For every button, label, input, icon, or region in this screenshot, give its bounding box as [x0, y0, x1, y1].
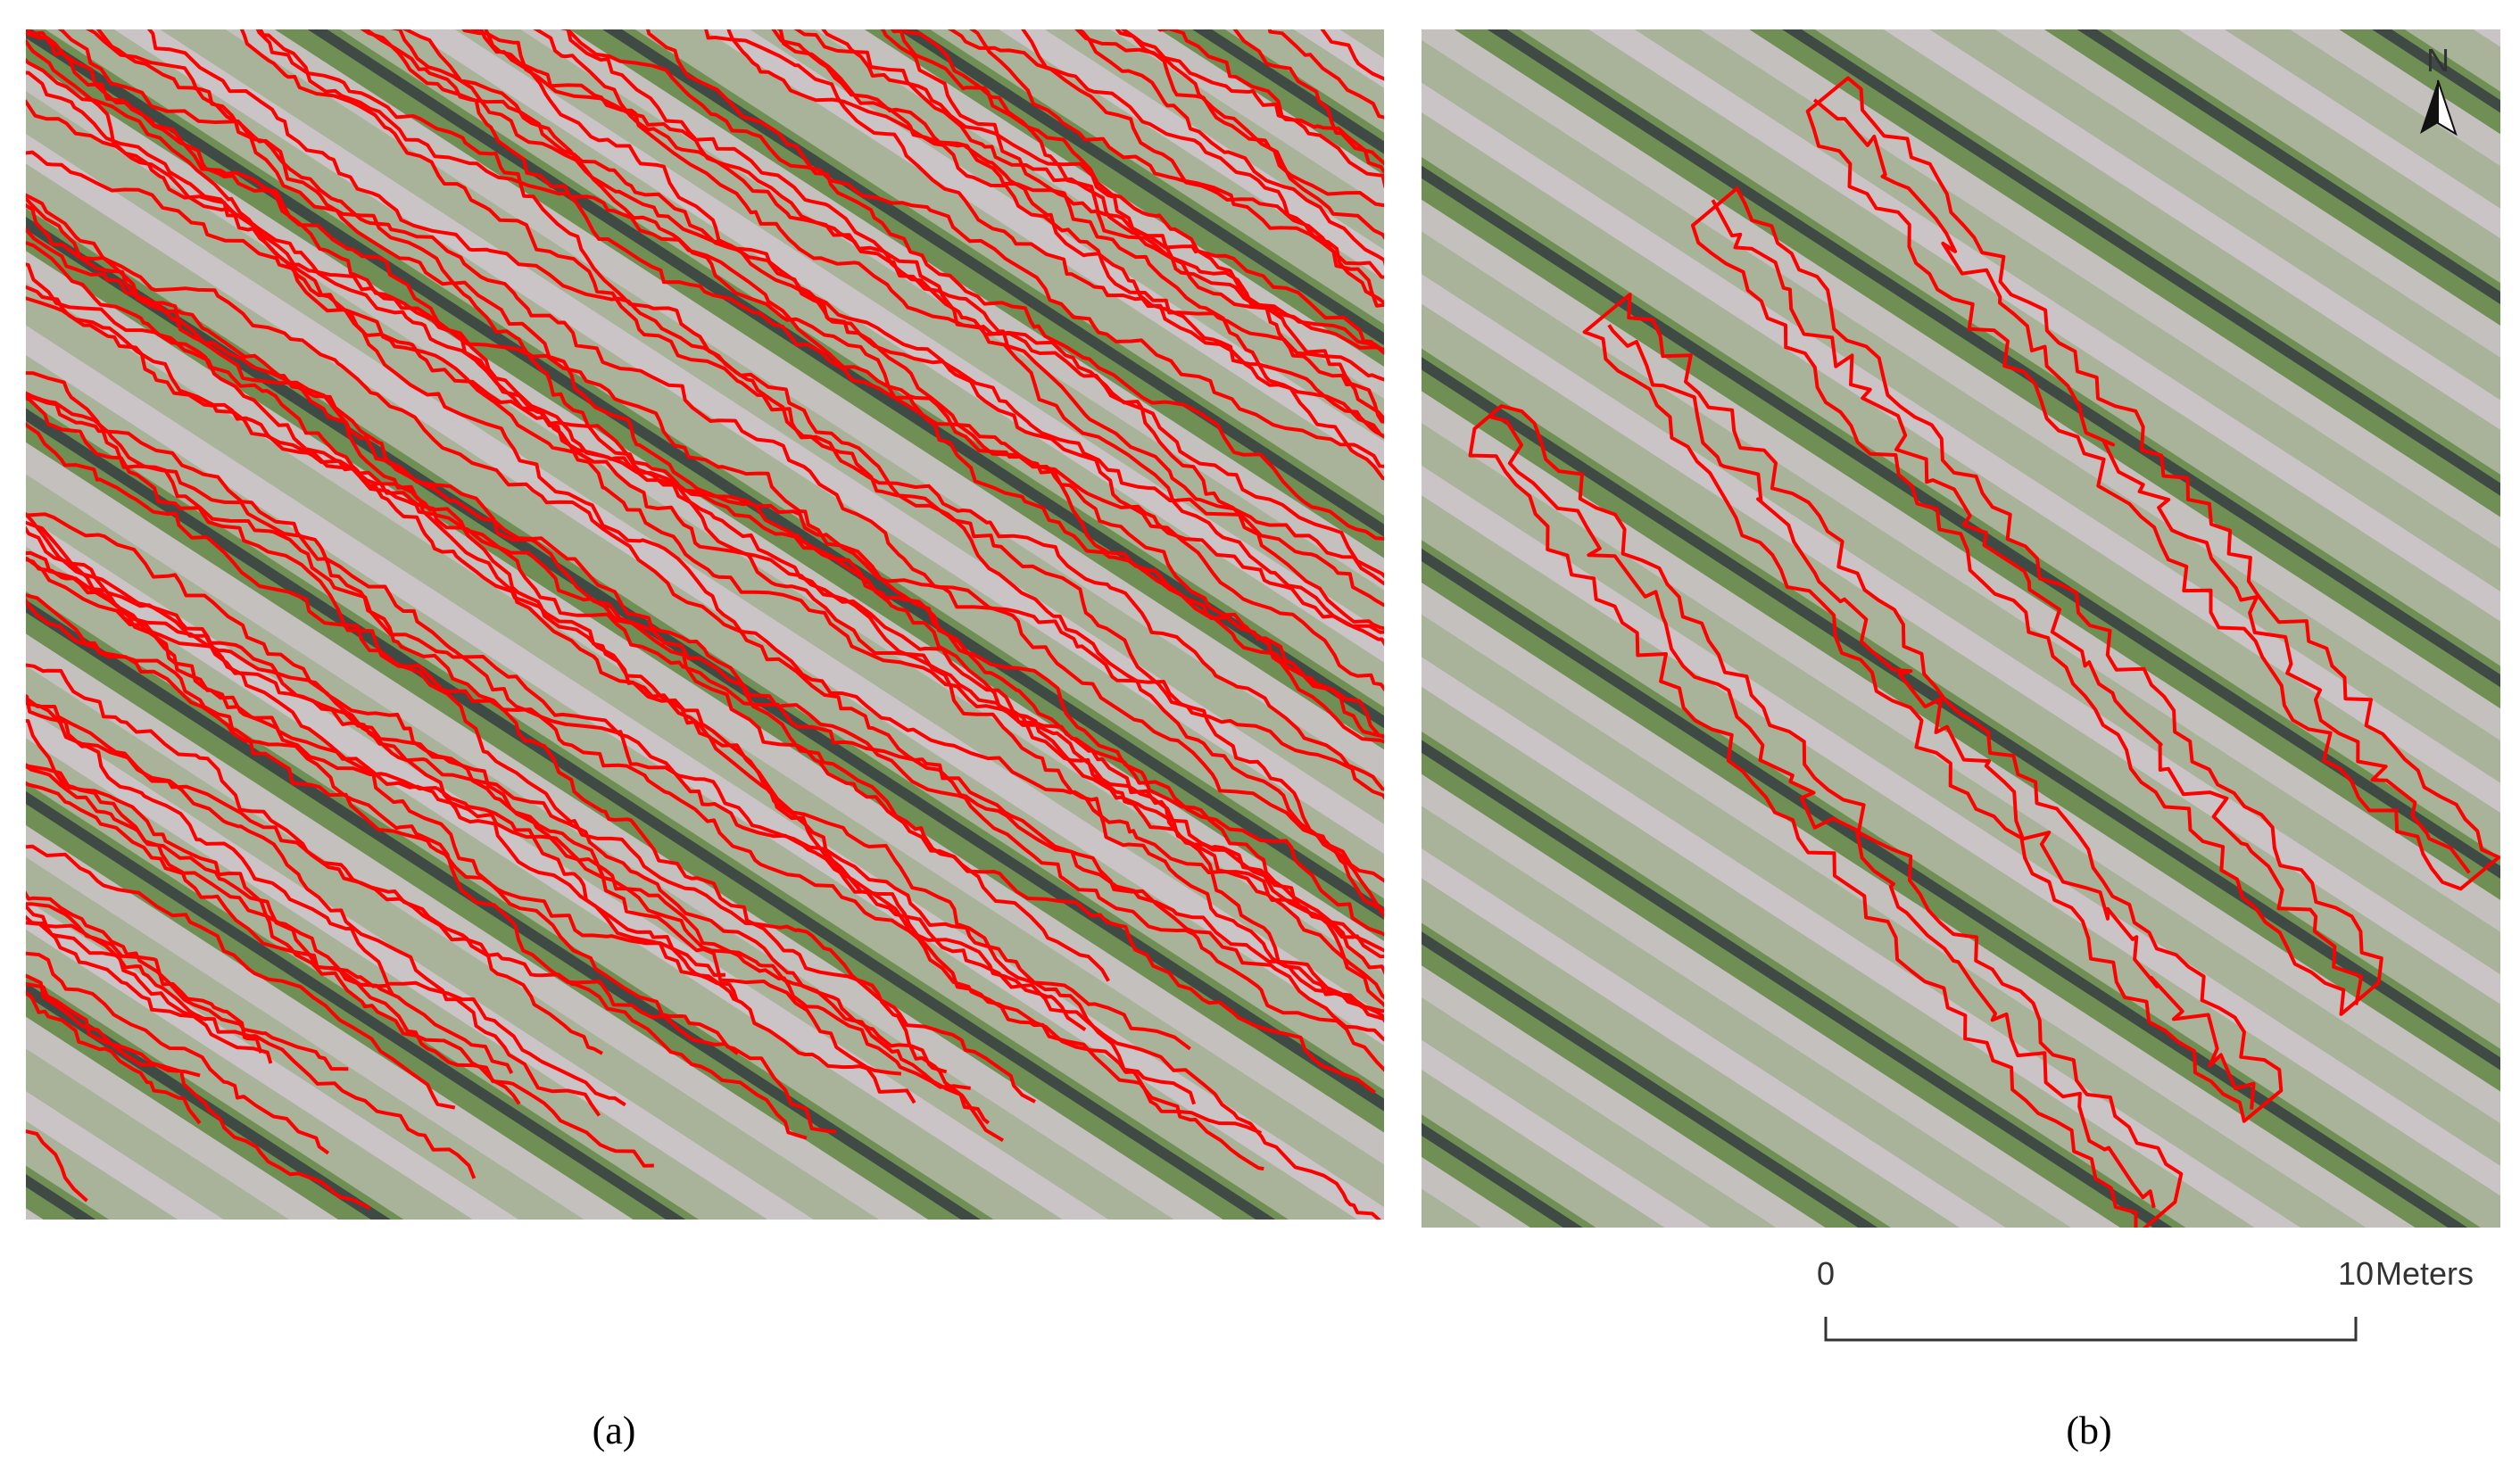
segment-boundary — [26, 70, 1384, 1042]
segment-boundary — [469, 29, 1384, 579]
segment-boundary — [26, 30, 1384, 1020]
segment-boundary — [704, 29, 1384, 481]
segment-boundary — [26, 296, 1263, 1135]
segment-boundary — [26, 512, 1005, 1143]
segment-boundary — [26, 695, 808, 1140]
segment-boundary — [26, 29, 1384, 937]
segment-boundary — [26, 525, 902, 1076]
segment-boundary — [26, 421, 948, 1074]
segmentation-b — [1468, 76, 2500, 1228]
vine-row-inner — [1607, 324, 2256, 1110]
segment-boundary — [947, 29, 1384, 279]
scale-start: 0 — [1817, 1255, 1835, 1292]
segment-boundary — [26, 556, 991, 1125]
segment-boundary — [26, 262, 1191, 1051]
segment-boundary — [890, 29, 1384, 356]
segment-boundary — [26, 890, 349, 1071]
vine-row-outline — [1805, 76, 2500, 891]
segment-boundary — [26, 764, 514, 1075]
segment-boundary — [360, 29, 1384, 738]
segment-boundary — [646, 29, 1384, 541]
segment-boundary — [26, 597, 726, 977]
segment-boundary — [26, 240, 1384, 1023]
vine-row-inner — [1487, 414, 2156, 1209]
segment-boundary — [26, 98, 1384, 975]
segment-boundary — [26, 693, 626, 1107]
segment-boundary — [26, 781, 654, 1168]
vine-row-outline — [1468, 404, 2184, 1228]
segment-boundary — [95, 29, 1384, 912]
segment-boundary — [26, 593, 739, 1055]
segment-boundary — [771, 29, 1384, 439]
segment-boundary — [390, 29, 1384, 631]
vine-row-inner — [1711, 199, 2364, 1005]
segment-boundary — [726, 29, 1384, 382]
segment-boundary — [26, 393, 1197, 1105]
segment-boundary — [566, 29, 1384, 647]
segment-boundary — [26, 285, 1110, 982]
segment-boundary — [26, 763, 521, 1105]
segment-boundary — [26, 193, 1384, 953]
segment-boundary — [26, 203, 1377, 1095]
scale-end: 10 — [2338, 1255, 2374, 1292]
segment-boundary — [901, 29, 1384, 351]
segment-boundary — [26, 57, 1384, 959]
segment-boundary — [26, 395, 1036, 1104]
segment-boundary — [255, 29, 1384, 800]
segment-boundary — [26, 371, 1264, 1171]
segment-boundary — [26, 914, 477, 1179]
vine-row-outline — [1582, 293, 2284, 1123]
segment-boundary — [239, 29, 1384, 791]
segment-boundary — [402, 29, 1384, 740]
segment-boundary — [880, 29, 1384, 424]
panel-caption: (b) — [2066, 1409, 2111, 1452]
segment-boundary — [57, 29, 1384, 1013]
segment-boundary — [26, 981, 371, 1211]
segmentation-a — [26, 29, 1384, 1220]
segment-boundary — [26, 521, 837, 1134]
segment-boundary — [484, 29, 1384, 634]
segment-boundary — [1021, 29, 1384, 305]
segment-boundary — [776, 29, 1384, 439]
segment-boundary — [461, 29, 1384, 608]
vine-row-inner — [1812, 98, 2471, 874]
segment-boundary — [1120, 29, 1384, 240]
segment-boundary — [1073, 29, 1384, 267]
scale-unit: Meters — [2375, 1255, 2474, 1292]
segment-boundary — [146, 29, 1384, 920]
segment-boundary — [362, 29, 1384, 692]
compass-label: N — [2426, 42, 2450, 79]
segment-boundary — [1232, 29, 1384, 166]
segment-boundary — [26, 719, 394, 996]
segment-boundary — [1074, 29, 1384, 208]
segment-boundary — [26, 227, 1384, 1072]
segment-boundary — [26, 557, 971, 1090]
segment-boundary — [85, 29, 1384, 883]
segment-boundary — [26, 701, 601, 1117]
scale-bar: 0 10 Meters — [1817, 1255, 2474, 1342]
panel-caption: (a) — [593, 1409, 636, 1452]
segment-boundary — [1115, 29, 1384, 189]
segment-boundary — [26, 550, 739, 1001]
segment-boundary — [1156, 29, 1384, 175]
vine-row-outline — [1690, 186, 2383, 1016]
segment-boundary — [26, 663, 603, 1055]
north-arrow: N — [2420, 42, 2458, 136]
segment-boundary — [560, 29, 1384, 468]
aerial-image-b — [1422, 29, 2500, 1228]
segment-boundary — [26, 844, 456, 1110]
segment-boundary — [792, 29, 1384, 354]
segment-boundary — [26, 196, 1382, 1220]
segment-boundary — [532, 29, 1384, 586]
segment-boundary — [26, 511, 916, 1104]
segment-boundary — [969, 29, 1384, 308]
segment-boundary — [258, 29, 1384, 744]
segment-boundary — [821, 29, 1384, 422]
segment-boundary — [1267, 29, 1384, 120]
